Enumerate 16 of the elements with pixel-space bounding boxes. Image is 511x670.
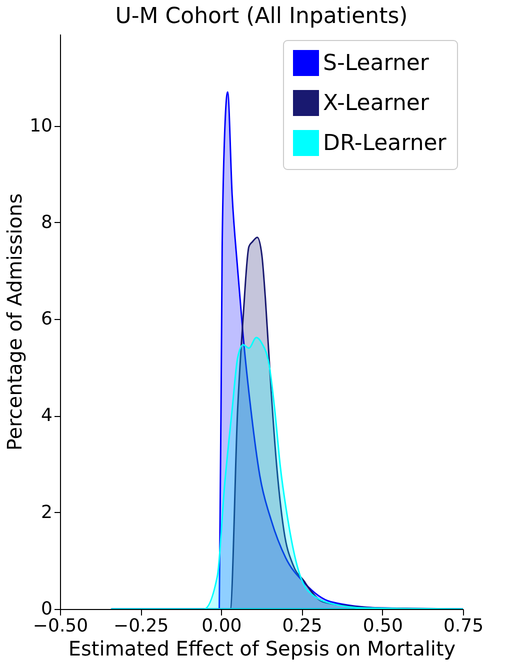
x-tick-label: 0.50 xyxy=(362,616,403,636)
legend-label: S-Learner xyxy=(323,51,430,76)
y-tick-label: 2 xyxy=(41,502,52,523)
x-tick-label: 0.75 xyxy=(443,616,484,636)
y-tick-label: 10 xyxy=(30,115,52,136)
y-tick-label: 4 xyxy=(41,405,52,426)
y-tick-label: 6 xyxy=(41,308,52,330)
legend-label: DR-Learner xyxy=(323,131,448,156)
y-tick-label: 8 xyxy=(41,212,52,233)
legend-label: X-Learner xyxy=(323,91,430,116)
x-axis-title: Estimated Effect of Sepsis on Mortality xyxy=(68,636,456,660)
y-axis-title: Percentage of Admissions xyxy=(2,193,27,451)
chart-title: U-M Cohort (All Inpatients) xyxy=(115,4,408,29)
x-tick-label: −0.25 xyxy=(114,616,169,636)
x-tick-label: 0.00 xyxy=(202,616,242,636)
x-tick-label: 0.25 xyxy=(282,616,322,636)
